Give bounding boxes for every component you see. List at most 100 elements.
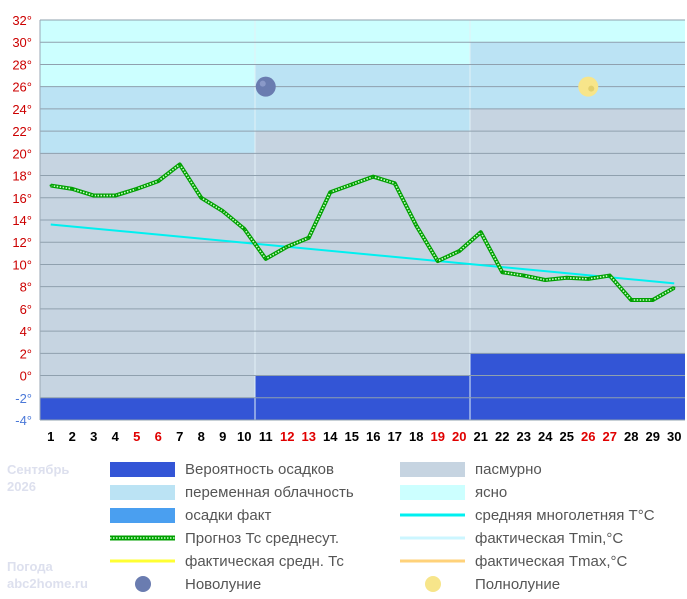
x-tick-label: 17: [388, 429, 402, 444]
legend-swatch: [110, 462, 175, 477]
forecast-point: [522, 274, 525, 277]
clear-sky-band: [40, 20, 255, 87]
long-term-average-line: [50, 223, 675, 285]
y-tick-label: 6°: [20, 302, 32, 317]
x-tick-label: 6: [155, 429, 162, 444]
y-tick-label: 18°: [12, 169, 32, 184]
forecast-point: [329, 191, 332, 194]
forecast-line-dots: [50, 163, 675, 301]
legend-label: Полнолуние: [475, 576, 560, 593]
legend-label: средняя многолетняя T°C: [475, 507, 655, 524]
x-tick-label: 26: [581, 429, 595, 444]
forecast-point: [608, 274, 611, 277]
precipitation-probability-bar: [470, 353, 685, 420]
x-tick-label: 29: [646, 429, 660, 444]
forecast-point: [350, 183, 353, 186]
partly-cloudy-band: [40, 86, 255, 154]
forecast-point: [286, 245, 289, 248]
forecast-point: [372, 175, 375, 178]
x-tick-label: 1: [47, 429, 54, 444]
new-moon-icon: [135, 576, 151, 592]
forecast-point: [71, 187, 74, 191]
forecast-point: [651, 298, 654, 302]
x-tick-label: 19: [431, 429, 445, 444]
precipitation-probability-bar: [40, 397, 255, 420]
partly-cloudy-band: [470, 42, 685, 109]
x-tick-label: 27: [603, 429, 617, 444]
legend-item: средняя многолетняя T°C: [400, 507, 655, 524]
y-tick-label: 0°: [20, 369, 32, 384]
forecast-point: [178, 163, 181, 166]
clear-sky-band: [470, 20, 685, 43]
forecast-point: [501, 271, 504, 274]
legend-item: ясно: [400, 484, 507, 501]
full-moon-icon: [425, 576, 441, 592]
legend-item: фактическая Tmin,°C: [400, 530, 623, 547]
y-tick-label: 14°: [12, 213, 32, 228]
forecast-point: [479, 231, 482, 234]
x-tick-label: 5: [133, 429, 140, 444]
y-tick-label: -4°: [15, 413, 32, 428]
legend-label: Прогноз Тс среднесут.: [185, 530, 339, 547]
legend-label: Вероятность осадков: [185, 461, 334, 478]
forecast-point: [92, 194, 95, 197]
legend-item: пасмурно: [400, 461, 542, 478]
x-tick-label: 8: [198, 429, 205, 444]
forecast-point: [264, 257, 267, 261]
x-tick-label: 24: [538, 429, 553, 444]
forecast-point: [243, 227, 246, 231]
legend-label: осадки факт: [185, 507, 271, 524]
x-tick-label: 21: [474, 429, 488, 444]
forecast-point: [200, 196, 203, 199]
y-tick-label: 32°: [12, 13, 32, 28]
caption-label: Погода: [7, 559, 54, 574]
forecast-point: [415, 224, 418, 227]
forecast-point: [393, 182, 396, 185]
legend-label: пасмурно: [475, 461, 542, 478]
forecast-point: [157, 179, 160, 183]
x-tick-label: 11: [259, 429, 273, 444]
x-tick-label: 28: [624, 429, 638, 444]
site-label: abc2home.ru: [7, 576, 88, 591]
legend-label: фактическая средн. Тс: [185, 553, 344, 570]
series-layer: [49, 162, 676, 302]
forecast-point: [565, 276, 568, 279]
x-tick-label: 15: [345, 429, 359, 444]
x-tick-label: 25: [560, 429, 574, 444]
x-axis-ticks: 1 2 3 4 5 6 7 8 9 10 11 12 13 14 15 16 17 18 19 20 21 22 23 24 2…: [47, 429, 681, 444]
legend-item: фактическая Tmax,°C: [400, 553, 628, 570]
forecast-point: [135, 187, 138, 191]
legend-item: Прогноз Тс среднесут.: [110, 530, 339, 547]
legend-item: осадки факт: [110, 507, 271, 524]
y-tick-label: 12°: [12, 235, 32, 250]
x-tick-label: 30: [667, 429, 681, 444]
x-tick-label: 23: [517, 429, 531, 444]
full-moon-marker: [578, 76, 599, 97]
legend-item: переменная облачность: [110, 484, 354, 501]
legend-item: Новолуние: [135, 576, 261, 593]
forecast-point: [49, 184, 52, 187]
x-tick-label: 2: [69, 429, 76, 444]
legend-label: переменная облачность: [185, 484, 354, 501]
legend-swatch: [400, 462, 465, 477]
y-tick-label: 10°: [12, 257, 32, 272]
forecast-point: [630, 298, 633, 302]
x-tick-label: 9: [219, 429, 226, 444]
forecast-point: [221, 209, 224, 213]
x-tick-label: 13: [302, 429, 316, 444]
legend-swatch: [400, 485, 465, 500]
y-tick-label: 22°: [12, 124, 32, 139]
x-tick-label: 12: [280, 429, 294, 444]
legend-item: Полнолуние: [425, 576, 560, 593]
x-tick-label: 3: [90, 429, 97, 444]
y-tick-label: 8°: [20, 280, 32, 295]
y-tick-label: 30°: [12, 35, 32, 50]
new-moon-marker: [255, 76, 276, 97]
y-tick-label: 4°: [20, 324, 32, 339]
forecast-point: [458, 249, 461, 253]
forecast-point: [436, 259, 439, 263]
legend-swatch: [110, 508, 175, 523]
forecast-point: [587, 277, 590, 281]
forecast-point: [307, 236, 310, 239]
